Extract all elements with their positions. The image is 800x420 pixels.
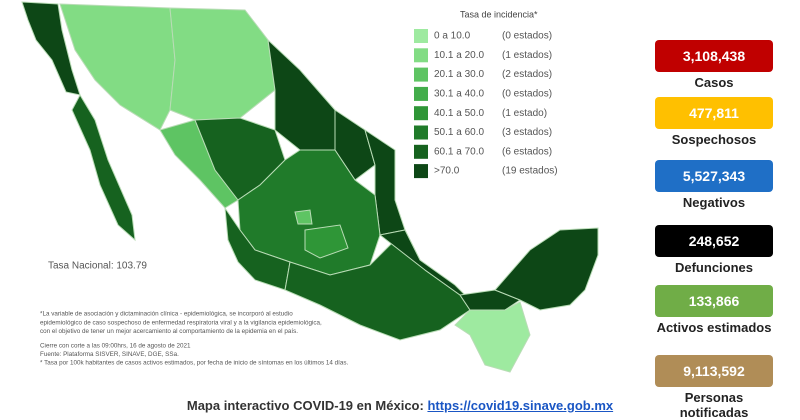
legend-count: (0 estados) (502, 31, 552, 42)
chiapas (454, 301, 531, 373)
note-line: *La variable de asociación y dictaminaci… (40, 311, 293, 318)
stat-label: Defunciones (674, 260, 753, 275)
legend-range: 10.1 a 20.0 (434, 50, 484, 61)
aguascalientes (294, 209, 313, 225)
stat-value: 3,108,438 (655, 40, 773, 72)
map: Tasa Nacional: 103.79 Tasa de incidencia… (21, 1, 599, 373)
national-rate: Tasa Nacional: 103.79 (48, 261, 147, 272)
stat: 3,108,438 Casos (655, 40, 773, 90)
legend-count: (0 estados) (502, 89, 552, 100)
stat-value: 248,652 (655, 225, 773, 257)
legend-range: 20.1 a 30.0 (434, 69, 484, 80)
legend-range: 30.1 a 40.0 (434, 89, 484, 100)
legend-count: (3 estados) (502, 127, 552, 138)
legend-swatch (414, 164, 428, 179)
legend-title: Tasa de incidencia* (460, 9, 538, 19)
stat-label: Casos (694, 75, 734, 90)
note-line: * Tasa por 100k habitantes de casos acti… (40, 360, 349, 367)
legend-range: >70.0 (434, 166, 460, 177)
baja-california-sur (71, 93, 136, 242)
states (21, 1, 599, 373)
coahuila (267, 38, 336, 151)
legend-count: (1 estados) (502, 50, 552, 61)
legend-range: 50.1 a 60.0 (434, 127, 484, 138)
stat: 133,866 Activos estimados (655, 285, 773, 335)
stat: 9,113,592 Personas notificadas (655, 355, 773, 420)
stat: 248,652 Defunciones (655, 225, 773, 275)
stat-label: Negativos (682, 195, 746, 210)
legend-swatch (414, 144, 428, 159)
legend-range: 60.1 a 70.0 (434, 146, 484, 157)
note-line: con el objetivo de tener un mejor acerca… (40, 328, 298, 335)
stat-value: 5,527,343 (655, 160, 773, 192)
tabasco (459, 289, 522, 311)
chihuahua (169, 7, 276, 121)
veracruz (378, 229, 471, 301)
stat-value: 133,866 (655, 285, 773, 317)
stat-label: Sospechosos (671, 132, 757, 147)
footer-link[interactable]: https://covid19.sinave.gob.mx (427, 398, 614, 413)
legend-count: (6 estados) (502, 146, 552, 157)
legend-swatch (414, 86, 428, 101)
legend-swatch (414, 48, 428, 63)
stat-value: 477,811 (655, 97, 773, 129)
stat-label: Personas notificadas (679, 390, 749, 420)
legend-swatch (414, 67, 428, 82)
legend-count: (2 estados) (502, 69, 552, 80)
legend-count: (19 estados) (502, 166, 558, 177)
legend: 0 a 10.0 (0 estados) 10.1 a 20.0 (1 estados… (414, 29, 558, 179)
stat-value: 9,113,592 (655, 355, 773, 387)
baja-california (21, 1, 81, 96)
yucatan-peninsula (494, 227, 599, 311)
legend-swatch (414, 29, 428, 43)
legend-range: 40.1 a 50.0 (434, 108, 484, 119)
notes: *La variable de asociación y dictaminaci… (40, 311, 349, 367)
note-line: Cierre con corte a las 09:00hrs, 16 de a… (40, 342, 191, 349)
stat: 5,527,343 Negativos (655, 160, 773, 210)
note-line: epidemiológico de caso sospechoso de enf… (40, 319, 322, 326)
note-line: Fuente: Plataforma SISVER, SINAVE, DGE, … (40, 351, 179, 358)
legend-swatch (414, 125, 428, 140)
legend-range: 0 a 10.0 (434, 31, 471, 42)
guanajuato (304, 224, 349, 259)
footer-text: Mapa interactivo COVID-19 en México: (186, 398, 424, 413)
legend-swatch (414, 106, 428, 121)
legend-count: (1 estado) (502, 108, 547, 119)
nuevo-leon (334, 109, 376, 181)
stat: 477,811 Sospechosos (655, 97, 773, 147)
stat-label: Activos estimados (656, 320, 772, 335)
footer: Mapa interactivo COVID-19 en México: htt… (0, 398, 800, 413)
